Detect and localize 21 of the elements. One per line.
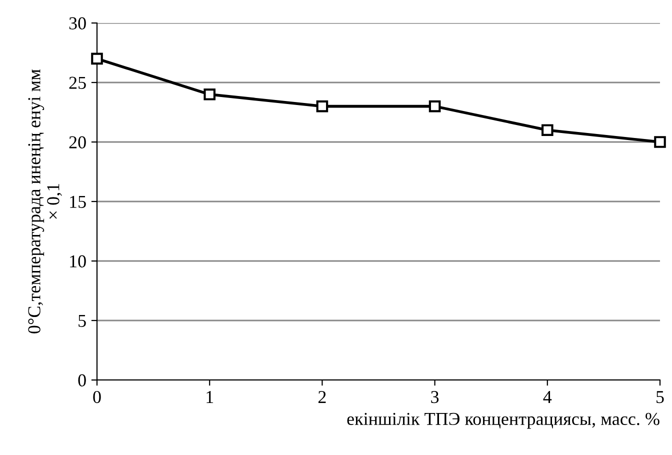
point [204,88,216,100]
y-tick-label: 0 [78,374,86,386]
y-tick-label: 20 [69,136,86,148]
point [316,100,328,112]
y-tick-label: 10 [70,255,86,268]
y-tick-label: 15 [70,196,86,208]
x-tick-label: 4 [543,391,552,403]
x-axis-title: екіншілік ТПЭ концентрациясы, масс. % [347,412,660,429]
point [428,100,441,112]
y-tick-label: 25 [69,76,86,89]
x-tick-label: 3 [431,390,439,404]
y-tick-label: 30 [69,17,86,30]
x-tick-label: 5 [656,391,664,404]
x-tick-label: 0 [93,390,101,404]
point [91,52,103,65]
point [654,136,666,148]
point [541,124,554,136]
x-tick-label: 1 [206,391,214,403]
y-tick-label: 5 [78,314,86,327]
y-axis-title: 0°C,температурада инеңің енуі мм × 0,1 [28,69,62,334]
x-tick-label: 2 [318,390,326,403]
